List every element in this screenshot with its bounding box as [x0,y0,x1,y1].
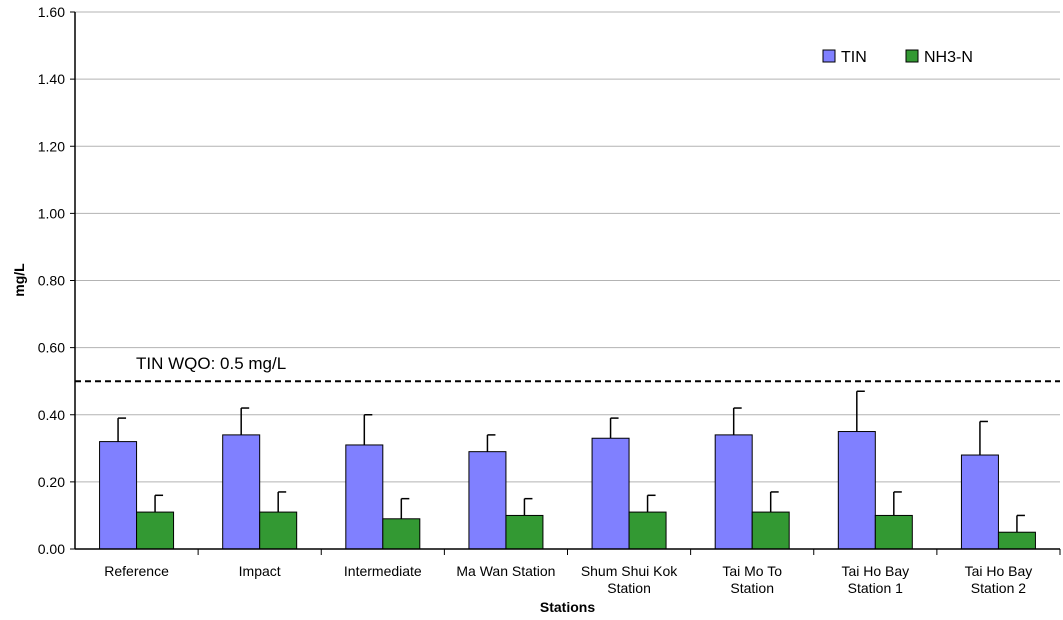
bar-tin [591,437,630,550]
legend-label-tin: TIN [841,49,867,66]
x-category-label: Intermediate [344,563,422,579]
bar-nh3-n [628,511,667,550]
category-labels: Reference Impact Intermediate Ma Wan Statio… [104,563,1032,596]
x-category-label: Impact [239,563,281,579]
y-tick-label: 0.20 [38,474,65,490]
bar-nh3-n [505,514,544,550]
x-category-label: Station 1 [848,580,903,596]
y-tick-label: 0.40 [38,407,65,423]
reference-line-label: TIN WQO: 0.5 mg/L [136,354,286,373]
y-tick-label: 1.40 [38,71,65,87]
x-category-label: Station [607,580,651,596]
y-axis-title: mg/L [11,263,27,297]
bar-tin [345,444,384,550]
y-tick-label: 0.80 [38,273,65,289]
legend-swatch-nh3n [905,49,919,63]
x-axis-title: Stations [540,599,595,615]
bar-tin [714,434,753,550]
y-tick-labels: 0.00 0.20 0.40 0.60 0.80 1.00 1.20 1.40 1.60 [38,4,75,557]
bar-nh3-n [874,514,913,550]
legend-label-nh3n: NH3-N [924,49,973,66]
y-tick-label: 0.60 [38,340,65,356]
bars-layer [99,390,1036,550]
bar-nh3-n [382,518,421,550]
y-tick-label: 1.00 [38,205,65,221]
x-category-label: Reference [104,563,169,579]
x-category-label: Station [730,580,774,596]
bar-nh3-n [751,511,790,550]
bar-nh3-n [259,511,298,550]
bar-nh3-n [136,511,175,550]
x-category-label: Tai Ho Bay [965,563,1033,579]
bar-tin [837,431,876,550]
x-category-label: Tai Mo To [722,563,782,579]
x-category-label: Station 2 [971,580,1026,596]
legend: TIN NH3-N [822,49,973,66]
y-tick-label: 1.60 [38,4,65,20]
legend-swatch-tin [822,49,836,63]
gridlines [75,11,1060,483]
bar-tin [960,454,999,550]
bar-tin [222,434,261,550]
x-category-label: Tai Ho Bay [841,563,909,579]
y-tick-label: 0.00 [38,541,65,557]
x-category-label: Shum Shui Kok [581,563,678,579]
bar-nh3-n [997,531,1036,550]
bar-tin [99,441,138,550]
y-tick-label: 1.20 [38,138,65,154]
x-category-label: Ma Wan Station [456,563,555,579]
bar-tin [468,451,507,550]
